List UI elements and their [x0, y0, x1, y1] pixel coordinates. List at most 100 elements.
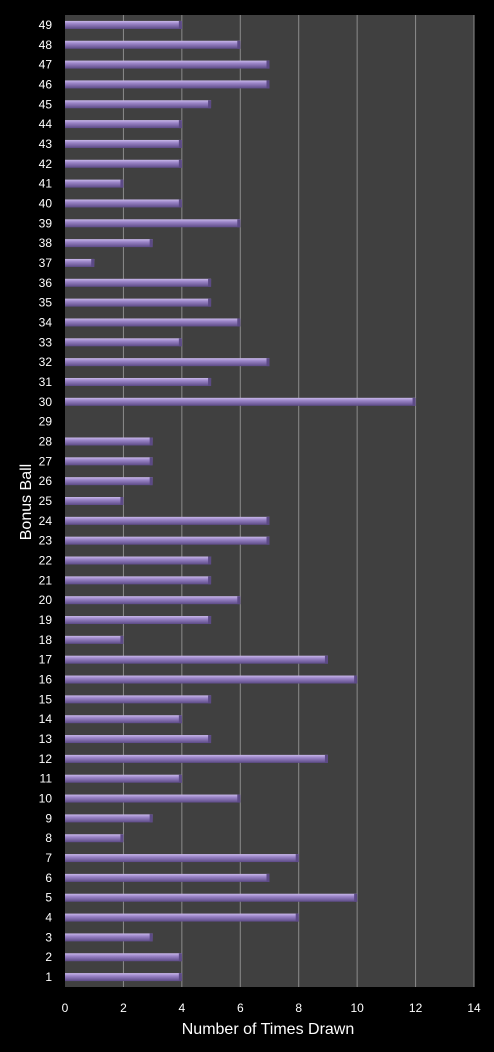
bar-36 — [65, 278, 212, 287]
bar-end-38 — [149, 239, 153, 248]
y-tick-label: 3 — [45, 930, 52, 944]
bar-end-22 — [208, 556, 212, 565]
bar-39 — [65, 219, 241, 228]
y-tick-label: 12 — [39, 752, 53, 766]
bar-9 — [65, 814, 153, 823]
bar-end-4 — [295, 913, 299, 922]
y-tick-label: 42 — [39, 157, 53, 171]
y-tick-label: 27 — [39, 454, 53, 468]
y-tick-label: 49 — [39, 18, 53, 32]
y-tick-label: 43 — [39, 137, 53, 151]
x-tick-label: 6 — [237, 1001, 244, 1015]
y-tick-label: 16 — [39, 673, 53, 687]
y-tick-label: 28 — [39, 434, 53, 448]
bar-end-19 — [208, 616, 212, 625]
x-tick-label: 0 — [62, 1001, 69, 1015]
bar-end-17 — [324, 655, 328, 664]
bar-end-43 — [178, 139, 182, 148]
y-tick-label: 30 — [39, 395, 53, 409]
bar-32 — [65, 358, 270, 367]
y-tick-label: 1 — [45, 970, 52, 984]
y-tick-label: 48 — [39, 38, 53, 52]
bar-end-32 — [266, 358, 270, 367]
bar-43 — [65, 139, 182, 148]
bar-46 — [65, 80, 270, 89]
y-tick-labels: 1234567891011121314151617181920212223242… — [39, 18, 53, 984]
bar-25 — [65, 497, 124, 505]
y-tick-label: 4 — [45, 911, 52, 925]
y-tick-label: 18 — [39, 633, 53, 647]
y-tick-label: 34 — [39, 315, 53, 329]
bar-end-10 — [237, 794, 241, 803]
bar-38 — [65, 239, 153, 248]
plot-area — [65, 15, 474, 987]
bar-24 — [65, 516, 270, 525]
bar-20 — [65, 596, 241, 605]
bar-end-46 — [266, 80, 270, 89]
bar-3 — [65, 933, 153, 942]
bar-8 — [65, 834, 124, 843]
bar-end-49 — [178, 20, 182, 29]
y-tick-label: 24 — [39, 514, 53, 528]
bar-14 — [65, 715, 182, 724]
bar-47 — [65, 60, 270, 69]
y-tick-label: 21 — [39, 573, 53, 587]
bar-end-1 — [178, 973, 182, 982]
bars — [65, 20, 416, 982]
bar-16 — [65, 675, 358, 684]
bar-37 — [65, 258, 95, 267]
y-tick-label: 8 — [45, 831, 52, 845]
bar-end-15 — [208, 695, 212, 704]
bar-end-18 — [120, 635, 124, 644]
bar-21 — [65, 576, 212, 585]
bar-28 — [65, 437, 153, 446]
bar-35 — [65, 298, 212, 307]
x-tick-label: 8 — [295, 1001, 302, 1015]
bar-end-25 — [120, 497, 124, 505]
bar-end-30 — [412, 397, 416, 406]
bar-15 — [65, 695, 212, 704]
y-tick-label: 2 — [45, 950, 52, 964]
bar-7 — [65, 854, 299, 863]
bar-end-3 — [149, 933, 153, 942]
bar-26 — [65, 477, 153, 486]
y-tick-label: 25 — [39, 494, 53, 508]
bar-end-45 — [208, 100, 212, 109]
y-tick-label: 37 — [39, 256, 53, 270]
bar-33 — [65, 338, 182, 347]
y-tick-label: 20 — [39, 593, 53, 607]
y-tick-label: 36 — [39, 276, 53, 290]
bar-end-35 — [208, 298, 212, 307]
bar-end-23 — [266, 536, 270, 545]
y-tick-label: 45 — [39, 97, 53, 111]
y-tick-label: 40 — [39, 196, 53, 210]
gridlines — [122, 15, 475, 987]
bar-end-47 — [266, 60, 270, 69]
bar-23 — [65, 536, 270, 545]
bar-end-41 — [120, 179, 124, 188]
x-tick-label: 2 — [120, 1001, 127, 1015]
bar-31 — [65, 377, 212, 386]
bar-48 — [65, 40, 241, 49]
y-tick-label: 17 — [39, 653, 53, 667]
x-tick-label: 12 — [409, 1001, 423, 1015]
y-tick-label: 44 — [39, 117, 53, 131]
bar-end-48 — [237, 40, 241, 49]
bar-end-31 — [208, 377, 212, 386]
y-tick-label: 35 — [39, 296, 53, 310]
x-axis-title: Number of Times Drawn — [182, 1021, 355, 1038]
y-tick-label: 13 — [39, 732, 53, 746]
bar-end-28 — [149, 437, 153, 446]
bar-17 — [65, 655, 328, 664]
bar-end-33 — [178, 338, 182, 347]
y-tick-label: 9 — [45, 811, 52, 825]
y-tick-label: 29 — [39, 415, 53, 429]
bar-44 — [65, 120, 182, 129]
y-tick-label: 10 — [39, 792, 53, 806]
bar-end-12 — [324, 754, 328, 763]
y-tick-label: 22 — [39, 554, 53, 568]
bar-end-8 — [120, 834, 124, 843]
bar-end-27 — [149, 457, 153, 466]
bar-end-13 — [208, 735, 212, 744]
